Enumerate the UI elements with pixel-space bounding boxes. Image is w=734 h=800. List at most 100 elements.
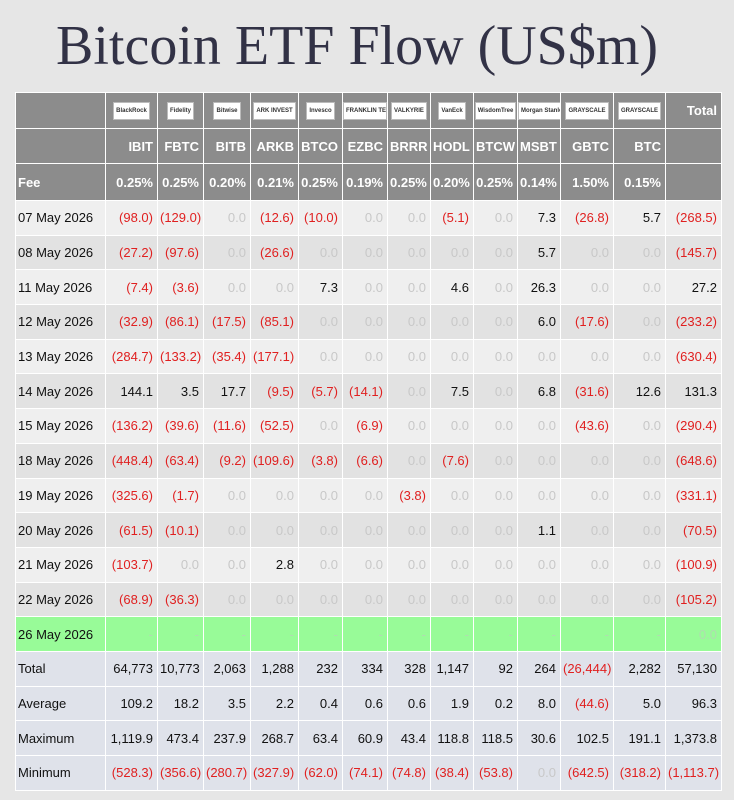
blank-cell [15,92,106,129]
table-cell: (331.1) [665,477,722,514]
table-cell: (648.6) [665,442,722,479]
ticker-cell: BTC [613,128,666,164]
table-cell: 0.0 [613,408,666,444]
table-cell: 0.0 [203,546,251,583]
table-cell: (38.4) [430,755,474,791]
table-cell: 0.0 [298,546,343,583]
table-cell: (280.7) [203,755,251,791]
table-cell: (62.0) [298,755,343,791]
table-cell: - [250,616,299,652]
table-cell: 131.3 [665,373,722,410]
table-cell: 0.0 [387,581,431,618]
row-label: 12 May 2026 [15,304,106,340]
issuer-logo: BlackRock [113,101,150,120]
table-cell: (27.2) [105,234,158,271]
table-cell: (36.3) [157,581,204,618]
table-cell: (129.0) [157,200,204,236]
table-row: Total 64,773 10,773 2,063 1,288 232 334 328 1,14… [15,650,722,687]
table-cell: - [105,616,158,652]
logo-cell: FRANKLIN TEMPLETON [342,92,388,129]
issuer-logo: Fidelity [166,101,194,120]
table-cell: (70.5) [665,512,722,548]
row-label: 22 May 2026 [15,581,106,618]
table-cell: 0.0 [560,442,614,479]
row-label: 13 May 2026 [15,338,106,375]
blank-cell [665,163,722,201]
table-cell: 0.0 [613,338,666,375]
issuer-logo: Morgan Stanley [518,101,560,120]
table-cell: 60.9 [342,720,388,756]
table-cell: (356.6) [157,755,204,791]
table-cell: 0.0 [560,338,614,375]
table-cell: 8.0 [517,685,561,722]
table-cell: 0.0 [613,546,666,583]
table-cell: 0.0 [430,408,474,444]
issuer-logo: FRANKLIN TEMPLETON [343,101,387,120]
table-cell: (31.6) [560,373,614,410]
logo-cell: BlackRock [105,92,158,129]
table-cell: 0.0 [387,200,431,236]
table-cell: 0.0 [560,477,614,514]
table-cell: 0.0 [560,581,614,618]
row-label: 08 May 2026 [15,234,106,271]
table-cell: (133.2) [157,338,204,375]
ticker-cell: MSBT [517,128,561,164]
table-cell: 10,773 [157,650,204,687]
table-cell: 0.0 [613,512,666,548]
table-cell: 0.0 [342,200,388,236]
blank-cell [15,128,106,164]
table-cell: (105.2) [665,581,722,618]
table-cell: 0.0 [387,269,431,306]
table-cell: (35.4) [203,338,251,375]
table-cell: 1,288 [250,650,299,687]
fee-cell: 0.25% [157,163,204,201]
table-cell: 0.6 [387,685,431,722]
fee-cell: 0.20% [203,163,251,201]
table-cell: 0.0 [387,338,431,375]
table-cell: (630.4) [665,338,722,375]
fee-cell: 0.15% [613,163,666,201]
table-cell: 0.0 [473,477,518,514]
table-cell: 18.2 [157,685,204,722]
table-cell: 0.0 [342,477,388,514]
table-cell: (17.6) [560,304,614,340]
table-cell: 0.0 [473,338,518,375]
table-cell: (103.7) [105,546,158,583]
table-cell: 0.0 [613,442,666,479]
table-cell: 5.0 [613,685,666,722]
table-row: 21 May 2026 (103.7) 0.0 0.0 2.8 0.0 0.0 0.0 0.0 0… [15,546,722,583]
table-cell: (44.6) [560,685,614,722]
table-row: 13 May 2026 (284.7) (133.2) (35.4) (177.1) 0.… [15,338,722,375]
table-cell: 0.0 [560,234,614,271]
table-cell: 0.0 [203,200,251,236]
logo-cell: GRAYSCALE [613,92,666,129]
table-cell: (86.1) [157,304,204,340]
table-cell: 0.0 [298,477,343,514]
table-cell: 0.0 [250,512,299,548]
table-row: 26 May 2026- - - - - - - - - - - -0.0 [15,616,722,652]
table-row: 08 May 2026 (27.2) (97.6) 0.0 (26.6) 0.0 0.0 0.… [15,234,722,271]
table-cell: 0.0 [387,234,431,271]
issuer-logo: WisdomTree [474,101,517,120]
table-cell: 0.0 [430,338,474,375]
table-cell: 0.0 [342,546,388,583]
table-row: 11 May 2026 (7.4) (3.6) 0.0 0.0 7.3 0.0 0.0 4.6 0… [15,269,722,306]
table-cell: 473.4 [157,720,204,756]
table-cell: 0.0 [203,477,251,514]
table-cell: 43.4 [387,720,431,756]
title: Bitcoin ETF Flow (US$m) [56,15,659,77]
table-cell: (53.8) [473,755,518,791]
row-label: Fee [15,163,106,201]
fee-cell: 1.50% [560,163,614,201]
table-cell: 0.0 [517,442,561,479]
table-cell: 0.0 [298,234,343,271]
table-cell: 0.0 [298,338,343,375]
table-cell: 0.0 [387,408,431,444]
table-cell: 0.0 [430,477,474,514]
table-cell: 0.0 [430,234,474,271]
table-cell: 0.0 [560,512,614,548]
ticker-cell: BITB [203,128,251,164]
table-cell: - [517,616,561,652]
table-cell: 6.8 [517,373,561,410]
table-cell: (1,113.7) [665,755,722,791]
